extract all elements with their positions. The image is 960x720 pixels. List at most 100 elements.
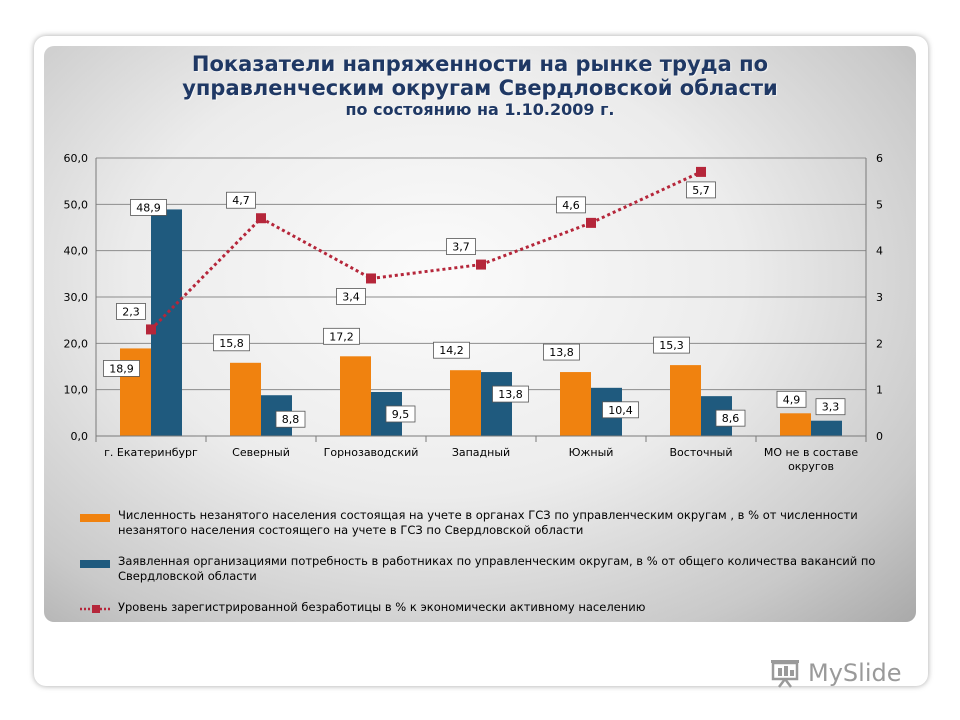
legend: Численность незанятого населения состоящ… bbox=[80, 508, 900, 615]
data-label-text: 8,8 bbox=[282, 413, 300, 426]
data-label-text: 17,2 bbox=[329, 330, 354, 343]
bar-unemployed bbox=[670, 365, 701, 436]
x-category-label: Северный bbox=[232, 446, 290, 459]
bar-label-unemployed: 17,2 bbox=[323, 327, 360, 345]
x-category-label: г. Екатеринбург bbox=[104, 446, 198, 459]
data-label-box bbox=[776, 390, 807, 408]
bar-vacancies bbox=[481, 372, 512, 436]
title-line-2: управленческим округам Свердловской обла… bbox=[182, 76, 778, 100]
data-label-text: 3,3 bbox=[822, 401, 840, 414]
data-label-text: 4,6 bbox=[562, 199, 580, 212]
data-label-text: 15,8 bbox=[219, 337, 244, 350]
y-right-tick-label: 2 bbox=[876, 337, 883, 350]
legend-label-unemployed: Численность незанятого населения состоящ… bbox=[118, 508, 858, 537]
legend-swatch-rate bbox=[80, 605, 112, 613]
rate-marker bbox=[146, 324, 156, 335]
data-label-box bbox=[543, 343, 580, 361]
rate-marker bbox=[696, 166, 706, 177]
data-label-text: 5,7 bbox=[692, 184, 710, 197]
y-left-tick-label: 10,0 bbox=[64, 384, 89, 397]
data-label-box bbox=[686, 181, 716, 199]
data-label-text: 13,8 bbox=[549, 346, 574, 359]
title-line-1: Показатели напряженности на рынке труда … bbox=[191, 52, 769, 76]
chart-panel bbox=[44, 46, 916, 622]
y-right-tick-label: 6 bbox=[876, 152, 883, 165]
data-label-box bbox=[323, 327, 360, 345]
rate-label: 2,3 bbox=[116, 303, 146, 320]
x-category-label: Восточный bbox=[670, 446, 733, 459]
data-label-box bbox=[602, 401, 639, 419]
rate-label: 4,6 bbox=[556, 196, 586, 214]
bar-label-unemployed: 14,2 bbox=[433, 341, 470, 359]
presentation-icon bbox=[771, 660, 799, 688]
data-label-box bbox=[556, 196, 586, 214]
bar-label-vacancies: 10,4 bbox=[602, 401, 639, 419]
data-label-text: 14,2 bbox=[439, 344, 464, 357]
data-label-box bbox=[653, 336, 690, 354]
data-label-text: 3,4 bbox=[342, 290, 360, 303]
bar-label-vacancies: 9,5 bbox=[385, 405, 416, 423]
bar-label-unemployed: 15,8 bbox=[213, 334, 250, 352]
data-label-text: 18,9 bbox=[109, 362, 134, 375]
bar-label-unemployed: 15,3 bbox=[653, 336, 690, 354]
legend-swatch-vacancies bbox=[80, 560, 110, 568]
rate-marker bbox=[476, 259, 486, 270]
data-label-text: 15,3 bbox=[659, 339, 684, 352]
rate-line-segment bbox=[149, 217, 263, 331]
data-label-text: 4,7 bbox=[232, 194, 250, 207]
x-category-label: Южный bbox=[569, 446, 614, 459]
data-label-box bbox=[433, 341, 470, 359]
legend-item-rate: Уровень зарегистрированной безработицы в… bbox=[80, 600, 900, 615]
y-right-tick-label: 1 bbox=[876, 384, 883, 397]
data-label-box bbox=[715, 409, 746, 427]
bar-label-vacancies: 3,3 bbox=[815, 398, 846, 416]
rate-marker bbox=[256, 213, 266, 224]
data-label-box bbox=[116, 303, 146, 320]
bar-label-unemployed: 18,9 bbox=[103, 360, 140, 377]
data-label-box bbox=[385, 405, 416, 423]
y-right-tick-label: 0 bbox=[876, 430, 883, 443]
y-left-tick-label: 60,0 bbox=[64, 152, 89, 165]
data-label-text: 8,6 bbox=[722, 412, 740, 425]
data-label-box bbox=[336, 288, 366, 305]
data-label-text: 13,8 bbox=[498, 388, 523, 401]
y-right-tick-label: 3 bbox=[876, 291, 883, 304]
data-label-text: 48,9 bbox=[136, 201, 161, 214]
data-label-box bbox=[815, 398, 846, 416]
bar-label-vacancies: 8,6 bbox=[715, 409, 746, 427]
legend-swatch-unemployed bbox=[80, 514, 110, 522]
bar-vacancies bbox=[811, 420, 842, 436]
rate-line-segment bbox=[590, 170, 702, 225]
chart-title: Показатели напряженности на рынке труда … bbox=[44, 52, 916, 120]
rate-line-segment bbox=[370, 263, 482, 280]
data-label-text: 3,7 bbox=[452, 241, 470, 254]
x-category-label: МО не в составе bbox=[764, 446, 859, 459]
rate-line-segment bbox=[260, 216, 372, 280]
rate-marker bbox=[586, 217, 596, 228]
data-label-box bbox=[226, 191, 256, 209]
line-layer bbox=[146, 166, 706, 335]
data-label-text: 2,3 bbox=[122, 305, 140, 318]
y-right-tick-label: 4 bbox=[876, 245, 883, 258]
bar-unemployed bbox=[560, 372, 591, 436]
y-left-tick-label: 40,0 bbox=[64, 245, 89, 258]
bar-unemployed bbox=[780, 413, 811, 436]
bar-label-vacancies: 13,8 bbox=[492, 385, 529, 403]
data-label-box bbox=[492, 385, 529, 403]
bar-label-unemployed: 13,8 bbox=[543, 343, 580, 361]
y-left-tick-label: 50,0 bbox=[64, 198, 89, 211]
data-label-text: 4,9 bbox=[783, 393, 801, 406]
label-layer: 18,9 15,8 17,2 14,2 13,8 15,3 4,9 48,9 8,8 9,5 13,… bbox=[103, 181, 846, 428]
title-line-3: по состоянию на 1.10.2009 г. bbox=[345, 100, 615, 119]
rate-label: 5,7 bbox=[686, 181, 716, 199]
data-label-text: 9,5 bbox=[392, 408, 410, 421]
rate-label: 4,7 bbox=[226, 191, 256, 209]
rate-line-segment bbox=[480, 221, 592, 266]
data-label-box bbox=[130, 199, 167, 216]
bar-label-vacancies: 48,9 bbox=[130, 199, 167, 216]
legend-label-rate: Уровень зарегистрированной безработицы в… bbox=[118, 600, 646, 614]
rate-label: 3,4 bbox=[336, 288, 366, 305]
rate-marker bbox=[366, 273, 376, 284]
bar-unemployed bbox=[450, 370, 481, 436]
logo: MySlide bbox=[768, 656, 901, 690]
